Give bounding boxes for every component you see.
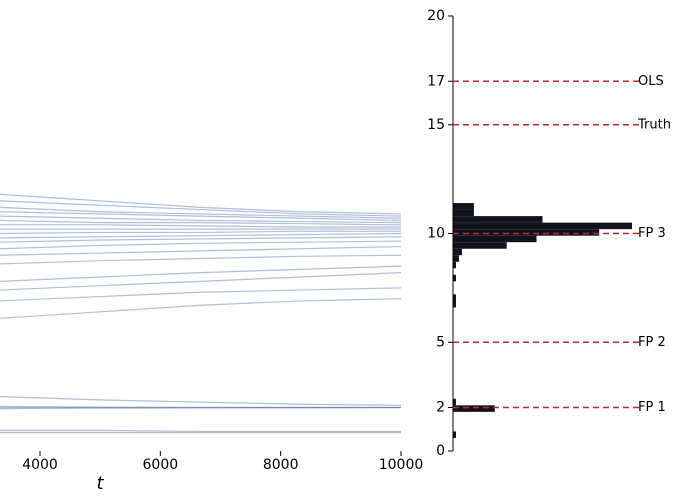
histogram-bar [453, 255, 459, 262]
trajectory [0, 219, 402, 226]
trajectory [0, 206, 402, 219]
histogram-bar [453, 209, 474, 217]
histogram-bar [453, 431, 456, 438]
x-tick-label: 6000 [143, 457, 179, 473]
histogram-bar [453, 398, 456, 406]
reference-label: FP 2 [638, 335, 666, 350]
x-tick-label: 8000 [263, 457, 299, 473]
trajectory [0, 298, 402, 319]
histogram-bar [453, 203, 474, 210]
histogram-bar [453, 294, 456, 301]
y-tick-label: 5 [436, 334, 445, 350]
histogram-bar [453, 222, 632, 230]
y-tick-label: 10 [427, 226, 445, 242]
x-axis-label: t [96, 473, 104, 494]
trajectory [0, 406, 402, 410]
trajectory [0, 215, 402, 224]
x-tick-label: 4000 [22, 457, 58, 473]
reference-label: OLS [638, 74, 664, 89]
trajectory [0, 272, 402, 291]
reference-label: Truth [637, 117, 671, 132]
trajectory [0, 236, 402, 243]
trajectory [0, 193, 402, 215]
histogram-bar [453, 274, 456, 282]
histogram-bar [453, 235, 537, 243]
trajectory [0, 232, 402, 239]
reference-label: FP 1 [638, 400, 666, 415]
trajectory [0, 224, 401, 228]
trajectory [0, 405, 401, 409]
y-tick-label: 0 [436, 443, 445, 459]
histogram-bar [453, 300, 456, 308]
trajectory [0, 245, 402, 256]
y-tick-label: 2 [436, 400, 445, 416]
trajectory [0, 200, 402, 217]
histogram-bar [453, 405, 495, 412]
histogram-bar [453, 229, 600, 236]
trajectory [0, 240, 402, 250]
trajectory [0, 429, 401, 433]
trajectory [0, 287, 402, 302]
trajectory [0, 396, 402, 406]
y-tick-label: 20 [427, 8, 445, 24]
trajectory [0, 230, 401, 235]
histogram-bar [453, 261, 456, 269]
trajectory [0, 254, 402, 265]
trajectory [0, 211, 402, 222]
histogram-bar [453, 248, 462, 256]
y-tick-label: 17 [427, 73, 445, 89]
trajectory [0, 265, 402, 282]
histogram-bar [453, 216, 543, 223]
x-tick-label: 10000 [379, 457, 424, 473]
histogram-bar [453, 242, 507, 249]
reference-label: FP 3 [638, 226, 666, 241]
y-tick-label: 15 [427, 117, 445, 133]
